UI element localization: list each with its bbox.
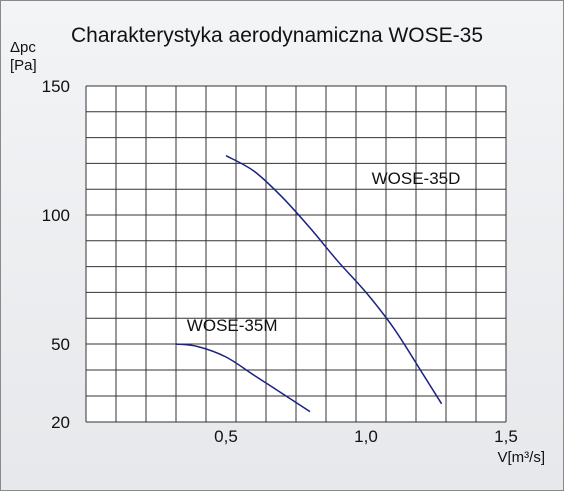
grid — [85, 85, 507, 423]
x-axis-label: V[m³/s] — [498, 449, 546, 466]
series-labels: WOSE-35D WOSE-35M — [187, 169, 461, 335]
y-axis-label-symbol: Δpc — [10, 39, 36, 56]
series-label: WOSE-35D — [372, 169, 461, 188]
x-tick-label: 0,5 — [214, 427, 238, 446]
x-tick-label: 1,0 — [354, 427, 378, 446]
tick-labels: 20 50 100 150 0,5 1,0 1,5 — [42, 77, 518, 446]
series-line — [175, 343, 311, 413]
x-tick-label: 1,5 — [494, 427, 518, 446]
series — [175, 155, 443, 413]
y-tick-label: 150 — [42, 77, 70, 96]
y-axis-label-unit: [Pa] — [10, 57, 37, 74]
chart-title: Charakterystyka aerodynamiczna WOSE-35 — [71, 24, 483, 47]
y-tick-label: 20 — [51, 413, 70, 432]
y-tick-label: 100 — [42, 206, 70, 225]
y-tick-label: 50 — [51, 335, 70, 354]
series-label: WOSE-35M — [187, 316, 278, 335]
series-line — [225, 155, 443, 405]
